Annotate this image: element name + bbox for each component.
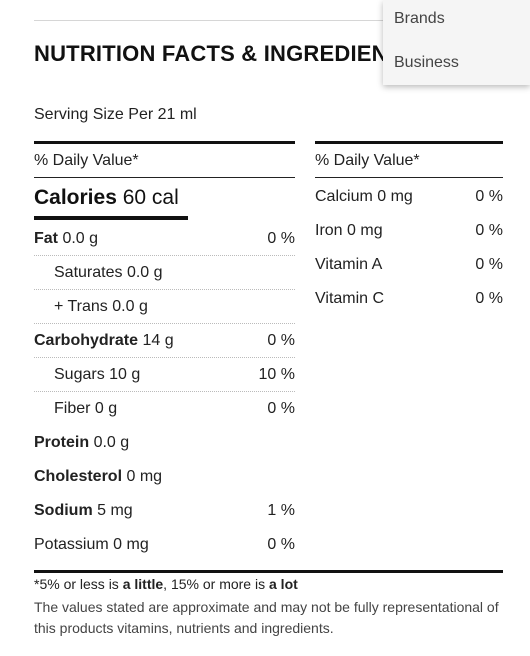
- footnote-bold-little: a little: [122, 576, 164, 592]
- nutrient-amount: 0 mg: [126, 468, 163, 485]
- menu-item-brands[interactable]: Brands: [394, 10, 445, 27]
- nutrient-daily-percent: 0 %: [267, 230, 295, 247]
- serving-size: Serving Size Per 21 ml: [34, 106, 197, 123]
- nutrient-row: Cholesterol 0 mg: [34, 460, 295, 494]
- nutrient-row: Potassium 0 mg 0 %: [34, 528, 295, 562]
- footnote-bold-lot: a lot: [269, 576, 298, 592]
- footnote-text-2: , 15% or more is: [163, 576, 269, 592]
- nutrient-amount: 0.0 g: [93, 434, 130, 451]
- nutrient-name: + Trans: [54, 298, 108, 315]
- nutrient-label: Saturates 0.0 g: [34, 256, 163, 290]
- nutrient-amount: 0.0 g: [112, 298, 148, 315]
- nutrient-amount: 10 g: [109, 366, 141, 383]
- nutrient-name: Sodium: [34, 502, 93, 519]
- nutrient-daily-percent: 0 %: [267, 400, 295, 417]
- nutrient-daily-percent: 10 %: [258, 366, 295, 383]
- nutrient-label: Fat 0.0 g: [34, 222, 98, 256]
- nutrient-row: Fiber 0 g 0 %: [34, 392, 295, 426]
- top-divider: [34, 20, 384, 21]
- nutrient-name: Saturates: [54, 264, 123, 281]
- dropdown-menu: Brands Business: [383, 0, 530, 85]
- nutrient-name: Fat: [34, 230, 58, 247]
- nutrient-label: Fiber 0 g: [34, 392, 117, 426]
- calories-underline: [34, 216, 188, 220]
- calories: Calories 60 cal: [34, 186, 179, 210]
- right-table-top-rule: [315, 141, 503, 144]
- daily-value-header: % Daily Value*: [34, 144, 295, 178]
- daily-value-header-right: % Daily Value*: [315, 144, 503, 178]
- nutrient-amount: 0.0 g: [62, 230, 99, 247]
- nutrient-label: Cholesterol 0 mg: [34, 460, 162, 494]
- page-title: NUTRITION FACTS & INGREDIENTS: [34, 41, 384, 66]
- footer-divider: [34, 570, 503, 573]
- nutrient-amount: 5 mg: [97, 502, 133, 519]
- footnote-text-1: *5% or less is: [34, 576, 123, 592]
- nutrient-label: Sodium 5 mg: [34, 494, 133, 528]
- left-nutrient-column: % Daily Value* Calories 60 cal Fat 0.0 g…: [34, 144, 295, 562]
- nutrient-row: Saturates 0.0 g: [34, 256, 295, 290]
- calories-value: 60 cal: [122, 186, 179, 209]
- nutrient-name: Carbohydrate: [34, 332, 139, 349]
- nutrient-amount: 14 g: [142, 332, 174, 349]
- nutrient-row: Sodium 5 mg 1 %: [34, 494, 295, 528]
- mineral-label: Calcium 0 mg: [315, 188, 413, 205]
- nutrient-label: Sugars 10 g: [34, 358, 140, 392]
- calories-label: Calories: [34, 186, 117, 209]
- nutrient-amount: 0 mg: [113, 536, 149, 553]
- nutrient-daily-percent: 0 %: [267, 536, 295, 553]
- mineral-label: Vitamin C: [315, 290, 385, 307]
- nutrient-row: Carbohydrate 14 g 0 %: [34, 324, 295, 358]
- nutrient-row: Protein 0.0 g: [34, 426, 295, 460]
- nutrient-name: Fiber: [54, 400, 91, 417]
- mineral-daily-percent: 0 %: [475, 222, 503, 239]
- nutrient-name: Protein: [34, 434, 90, 451]
- mineral-row: Calcium 0 mg 0 %: [315, 180, 503, 214]
- nutrient-amount: 0 g: [94, 400, 118, 417]
- right-nutrient-column: % Daily Value* Calcium 0 mg 0 % Iron 0 mg 0…: [315, 144, 503, 316]
- nutrient-label: + Trans 0.0 g: [34, 290, 148, 324]
- mineral-label: Iron 0 mg: [315, 222, 383, 239]
- mineral-label: Vitamin A: [315, 256, 383, 273]
- nutrient-label: Potassium 0 mg: [34, 528, 149, 562]
- nutrient-row: Fat 0.0 g 0 %: [34, 222, 295, 256]
- disclaimer-text: The values stated are approximate and ma…: [34, 599, 499, 636]
- left-table-top-rule: [34, 141, 295, 144]
- nutrient-name: Potassium: [34, 536, 109, 553]
- mineral-row: Iron 0 mg 0 %: [315, 214, 503, 248]
- nutrient-row: Sugars 10 g 10 %: [34, 358, 295, 392]
- nutrient-name: Cholesterol: [34, 468, 123, 485]
- nutrient-amount: 0.0 g: [126, 264, 163, 281]
- mineral-daily-percent: 0 %: [475, 256, 503, 273]
- nutrient-row: + Trans 0.0 g: [34, 290, 295, 324]
- nutrient-name: Sugars: [54, 366, 105, 383]
- calories-block: Calories 60 cal: [34, 178, 295, 222]
- mineral-row: Vitamin A 0 %: [315, 248, 503, 282]
- menu-item-business[interactable]: Business: [394, 54, 459, 71]
- mineral-daily-percent: 0 %: [475, 290, 503, 307]
- nutrient-label: Protein 0.0 g: [34, 426, 129, 460]
- mineral-row: Vitamin C 0 %: [315, 282, 503, 316]
- mineral-daily-percent: 0 %: [475, 188, 503, 205]
- daily-value-footnote: *5% or less is a little, 15% or more is …: [34, 576, 298, 592]
- nutrient-daily-percent: 1 %: [267, 502, 295, 519]
- nutrient-label: Carbohydrate 14 g: [34, 324, 174, 358]
- nutrient-daily-percent: 0 %: [267, 332, 295, 349]
